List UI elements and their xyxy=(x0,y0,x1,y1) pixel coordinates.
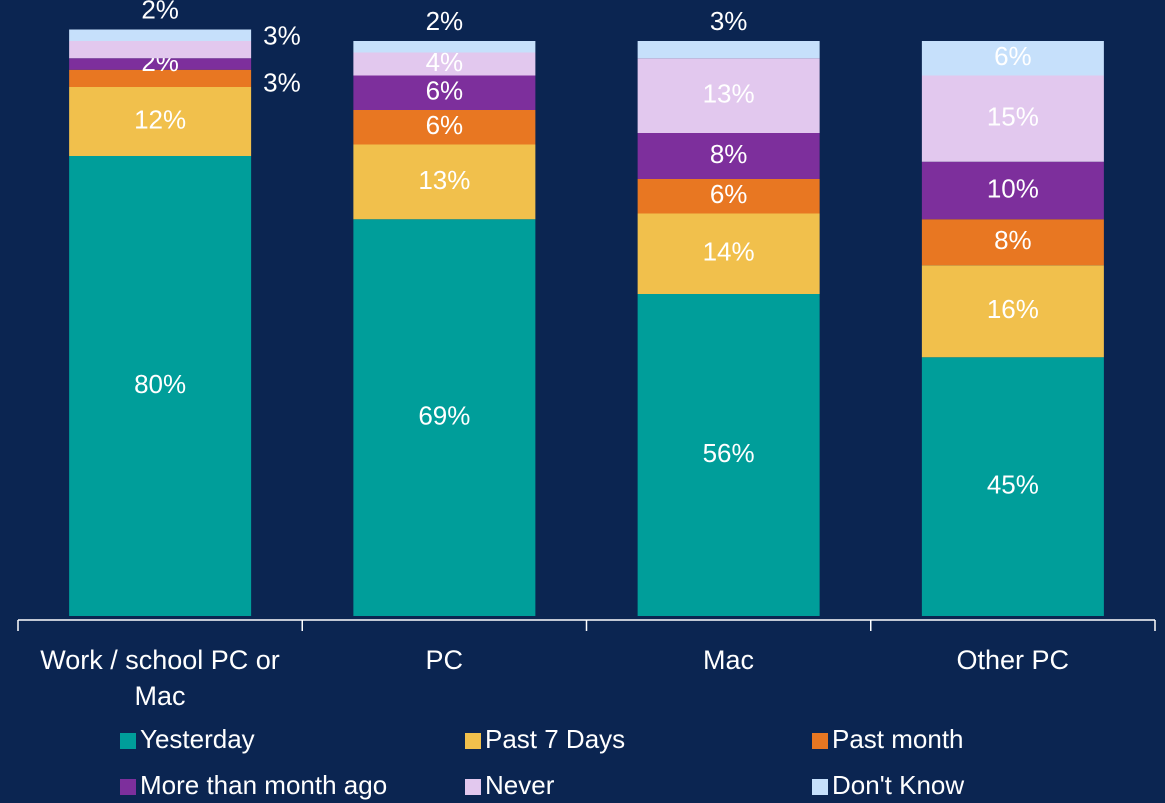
x-tick-label: Work / school PC or Mac xyxy=(40,645,280,711)
data-label: 6% xyxy=(426,110,464,140)
bar-segment xyxy=(637,179,820,214)
bar-segment xyxy=(69,156,252,616)
bar-segment xyxy=(353,110,536,145)
x-tick-label: PC xyxy=(425,645,463,675)
bar-segment xyxy=(69,41,252,59)
data-label: 45% xyxy=(987,470,1039,500)
bar-segment xyxy=(69,29,252,41)
bar-segment xyxy=(69,87,252,156)
x-tick-label: Mac xyxy=(702,645,754,675)
bar-segment xyxy=(921,161,1104,220)
bar-segment xyxy=(921,265,1104,358)
data-label: 13% xyxy=(703,79,755,109)
legend-swatch xyxy=(812,779,828,795)
bar-segment xyxy=(921,357,1104,616)
legend-label: Don't Know xyxy=(832,770,964,800)
data-label: 8% xyxy=(994,225,1032,255)
data-label: 14% xyxy=(703,237,755,267)
bar-segment xyxy=(921,75,1104,162)
data-label: 2% xyxy=(141,0,179,24)
legend-swatch xyxy=(465,779,481,795)
data-label: 3% xyxy=(263,67,301,97)
legend-label: Past month xyxy=(832,724,964,754)
bar-segment xyxy=(637,133,820,179)
bar-segment xyxy=(637,213,820,294)
legend-label: Yesterday xyxy=(140,724,255,754)
bar-segment xyxy=(353,144,536,220)
x-tick-label: Other PC xyxy=(956,645,1070,675)
data-label: 6% xyxy=(426,76,464,106)
legend-swatch xyxy=(465,733,481,749)
bar-segment xyxy=(69,58,252,70)
data-label: 2% xyxy=(426,6,464,36)
bar-segment xyxy=(353,75,536,110)
data-label: 6% xyxy=(710,179,748,209)
data-label: 13% xyxy=(418,165,470,195)
bar-segment xyxy=(637,41,820,59)
data-label: 16% xyxy=(987,294,1039,324)
data-label: 15% xyxy=(987,102,1039,132)
bar-segment xyxy=(353,41,536,53)
data-label: 12% xyxy=(134,104,186,134)
bar-segment xyxy=(353,219,536,616)
bar-segment xyxy=(921,41,1104,76)
legend-swatch xyxy=(120,733,136,749)
legend-swatch xyxy=(120,779,136,795)
legend-label: More than month ago xyxy=(140,770,387,800)
data-label: 8% xyxy=(710,139,748,169)
legend-swatch xyxy=(812,733,828,749)
data-label: 6% xyxy=(994,41,1032,71)
data-label: 10% xyxy=(987,173,1039,203)
data-label: 56% xyxy=(703,438,755,468)
bar-segment xyxy=(69,69,252,87)
data-label: 3% xyxy=(710,6,748,36)
data-label: 3% xyxy=(263,21,301,51)
bar-segment xyxy=(637,294,820,616)
data-label: 69% xyxy=(418,401,470,431)
bar-segment xyxy=(353,52,536,76)
legend-label: Never xyxy=(485,770,555,800)
bar-segment xyxy=(637,58,820,133)
legend-label: Past 7 Days xyxy=(485,724,625,754)
bar-segment xyxy=(921,219,1104,266)
data-label: 80% xyxy=(134,369,186,399)
